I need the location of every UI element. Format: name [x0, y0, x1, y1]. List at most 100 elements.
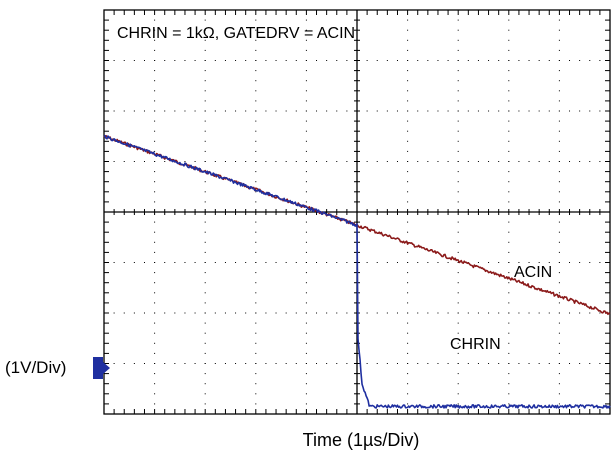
grid-dot: [305, 312, 307, 314]
grid-dot: [558, 100, 560, 102]
grid-dot: [133, 312, 135, 314]
grid-dot: [407, 201, 409, 203]
grid-dot: [569, 110, 571, 112]
grid-dot: [508, 393, 510, 395]
grid-dot: [437, 262, 439, 263]
grid-dot: [255, 312, 257, 314]
grid-dot: [194, 60, 196, 61]
grid-dot: [133, 161, 135, 162]
grid-dot: [457, 312, 459, 314]
grid-dot: [214, 60, 216, 61]
grid-dot: [427, 110, 429, 112]
grid-dot: [407, 70, 409, 72]
grid-dot: [477, 262, 479, 263]
grid-dot: [154, 373, 156, 375]
grid-dot: [123, 363, 125, 364]
grid-dot: [255, 342, 257, 344]
grid-dot: [255, 352, 257, 354]
grid-dot: [154, 70, 156, 72]
grid-dot: [184, 161, 186, 162]
grid-dot: [518, 262, 520, 263]
grid-dot: [558, 19, 560, 21]
grid-dot: [558, 29, 560, 31]
grid-dot: [558, 231, 560, 233]
grid-dot: [498, 312, 500, 314]
grid-dot: [477, 60, 479, 61]
grid-dot: [457, 373, 459, 375]
grid-dot: [336, 60, 338, 61]
grid-dot: [305, 292, 307, 294]
grid-dot: [164, 363, 166, 364]
grid-dot: [558, 191, 560, 193]
grid-dot: [255, 403, 257, 405]
grid-dot: [366, 312, 368, 314]
grid-dot: [336, 161, 338, 162]
grid-dot: [447, 110, 449, 112]
grid-dot: [154, 150, 156, 152]
grid-dot: [295, 312, 297, 314]
grid-dot: [133, 262, 135, 263]
grid-dot: [113, 363, 115, 364]
grid-dot: [204, 150, 206, 152]
grid-dot: [407, 90, 409, 92]
grid-dot: [154, 39, 156, 41]
grid-dot: [154, 49, 156, 51]
grid-dot: [204, 241, 206, 243]
grid-dot: [457, 292, 459, 294]
grid-dot: [154, 120, 156, 122]
grid-dot: [558, 110, 560, 112]
grid-dot: [224, 60, 226, 61]
grid-dot: [275, 363, 277, 364]
grid-dot: [305, 393, 307, 395]
grid-dot: [558, 201, 560, 203]
grid-dot: [558, 272, 560, 274]
grid-dot: [184, 60, 186, 61]
grid-dot: [407, 282, 409, 284]
grid-dot: [538, 363, 540, 364]
grid-dot: [184, 312, 186, 314]
grid-dot: [204, 332, 206, 334]
grid-dot: [457, 80, 459, 82]
grid-dot: [558, 251, 560, 253]
grid-dot: [579, 161, 581, 162]
grid-dot: [204, 201, 206, 203]
grid-dot: [528, 161, 530, 162]
grid-dot: [204, 110, 206, 112]
grid-dot: [558, 363, 560, 364]
grid-dot: [417, 161, 419, 162]
grid-dot: [427, 262, 429, 263]
grid-dot: [326, 262, 328, 263]
grid-dot: [558, 161, 560, 162]
grid-dot: [407, 100, 409, 102]
grid-dot: [396, 161, 398, 162]
grid-dot: [305, 352, 307, 354]
grid-dot: [538, 161, 540, 162]
grid-dot: [164, 312, 166, 314]
grid-dot: [255, 49, 257, 51]
grid-dot: [113, 312, 115, 314]
grid-dot: [508, 181, 510, 183]
grid-dot: [447, 262, 449, 263]
grid-dot: [558, 302, 560, 304]
grid-dot: [508, 29, 510, 31]
grid-dot: [275, 60, 277, 61]
x-axis-label: Time (1µs/Div): [303, 430, 420, 450]
grid-dot: [558, 342, 560, 344]
grid-dot: [376, 262, 378, 263]
grid-dot: [265, 363, 267, 364]
grid-dot: [204, 39, 206, 41]
grid-dot: [407, 140, 409, 142]
grid-dot: [174, 60, 176, 61]
grid-dot: [224, 312, 226, 314]
grid-dot: [154, 332, 156, 334]
grid-dot: [265, 110, 267, 112]
grid-dot: [255, 201, 257, 203]
grid-dot: [305, 161, 307, 162]
grid-dot: [255, 181, 257, 183]
grid-dot: [245, 60, 247, 61]
grid-dot: [589, 262, 591, 263]
grid-dot: [255, 282, 257, 284]
grid-dot: [305, 140, 307, 142]
grid-dot: [316, 312, 318, 314]
grid-dot: [346, 363, 348, 364]
